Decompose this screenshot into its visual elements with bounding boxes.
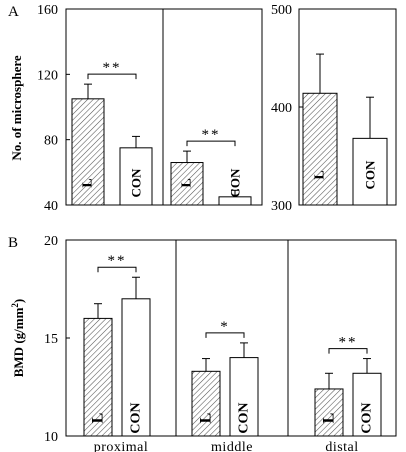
significance-marker: ** — [108, 253, 127, 269]
panel-a-left-y-tick-label: 160 — [37, 3, 58, 18]
panel-a-y-axis-label: No. of microsphere — [9, 55, 24, 161]
panel-b-y-axis-label-main: BMD (g/mm — [11, 307, 26, 377]
panel-a-left-y-tick-label: 120 — [37, 68, 58, 83]
bar-label-con: CON — [360, 402, 375, 433]
significance-bracket — [87, 73, 137, 80]
category-label: distal — [325, 440, 358, 452]
panel-a-label: A — [8, 4, 19, 20]
panel-a-right-y-axis: 300 400 500 — [271, 3, 303, 214]
bar-label-con: CON — [228, 168, 243, 198]
panel-b-y-tick-label: 20 — [44, 234, 58, 249]
bar-l — [83, 317, 113, 437]
bar-l — [314, 388, 344, 437]
significance-bracket — [205, 332, 245, 338]
bar-label-l: L — [198, 413, 215, 424]
panel-a-right-y-tick-label: 500 — [271, 3, 292, 18]
panel-a-left-y-tick-label: 40 — [44, 199, 58, 214]
panel-b-y-axis-label: BMD (g/mm2) — [10, 299, 26, 378]
bar-l — [302, 92, 338, 206]
bar-label-con: CON — [129, 168, 144, 198]
bar-con — [121, 298, 151, 437]
bar-label-l: L — [321, 413, 338, 424]
panel-b: B BMD (g/mm2) 10 15 20 L CON ** L CON * L CON ** p… — [8, 234, 397, 452]
panel-b-y-tick-label: 15 — [44, 332, 58, 347]
panel-a-right-y-tick-label: 400 — [271, 101, 292, 116]
significance-marker: * — [220, 319, 230, 335]
panel-a-right-y-tick-label: 300 — [271, 199, 292, 214]
bar-l — [191, 370, 221, 437]
panel-a: A No. of microsphere 40 80 120 160 300 400 50… — [8, 3, 397, 214]
bar-label-con: CON — [129, 402, 144, 433]
bar-label-l: L — [81, 178, 96, 187]
significance-marker: ** — [339, 335, 358, 351]
significance-marker: ** — [202, 127, 221, 143]
bar-label-l: L — [313, 170, 328, 179]
bar-con — [352, 372, 382, 437]
bar-label-l: L — [180, 178, 195, 187]
bar-label-con: CON — [237, 402, 252, 433]
panel-a-left-y-tick-label: 80 — [44, 134, 58, 149]
panel-b-y-axis-label-superscript: 2 — [10, 303, 20, 308]
significance-bracket — [328, 348, 368, 354]
category-label: proximal — [94, 440, 149, 452]
bar-label-con: CON — [363, 160, 378, 190]
bar-con — [352, 137, 388, 206]
bar-l — [71, 98, 105, 206]
bar-label-l: L — [90, 413, 107, 424]
panel-b-y-tick-label: 10 — [44, 430, 58, 445]
panel-a-left-plot-frame — [65, 8, 263, 206]
significance-bracket — [186, 140, 236, 147]
panel-b-category-labels: proximal middle distal — [94, 440, 358, 452]
bar-l — [170, 162, 204, 206]
panel-b-label: B — [8, 235, 18, 251]
panel-b-y-axis-label-close: ) — [11, 299, 26, 303]
bar-con — [229, 357, 259, 437]
significance-bracket — [97, 266, 137, 273]
panel-b-y-axis: 10 15 20 — [44, 234, 70, 445]
panel-a-bars: L CON ** L CON ** L CON — [71, 53, 388, 206]
category-label: middle — [211, 440, 253, 452]
significance-marker: ** — [103, 60, 122, 76]
panel-a-left-y-axis: 40 80 120 160 — [37, 3, 70, 214]
panel-b-bars: L CON ** L CON * L CON ** — [83, 253, 382, 437]
